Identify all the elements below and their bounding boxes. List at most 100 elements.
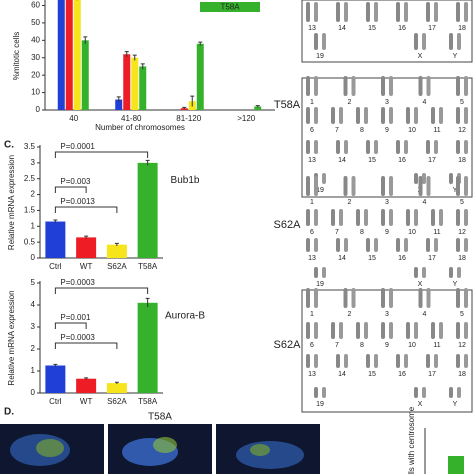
chromosome (414, 322, 418, 339)
chromosome-number: 13 (308, 157, 316, 164)
chromosome-number: 2 (348, 199, 352, 206)
chromosome (449, 173, 453, 184)
chromosome (322, 267, 326, 278)
error-bar (84, 235, 89, 239)
chromosome (389, 176, 393, 196)
chromosome (426, 2, 430, 22)
chromosome (344, 2, 348, 22)
error-bar (84, 377, 89, 380)
chromosome (351, 176, 356, 196)
chromosome (456, 322, 460, 339)
chromosome-number: 13 (308, 255, 316, 262)
karyotype-label: S62A (274, 219, 302, 231)
chromosome-number: 1 (310, 99, 314, 106)
error-bar (145, 297, 150, 308)
chromosome (439, 322, 443, 339)
error-bar (145, 159, 150, 166)
bar (448, 456, 464, 474)
chromosome (336, 354, 340, 368)
chromosome (414, 33, 418, 50)
bar (45, 365, 66, 393)
chromosome (306, 2, 310, 22)
chromosome (406, 322, 410, 339)
chromosome-number: 12 (458, 342, 466, 349)
chromosome (366, 354, 370, 368)
chromosome (434, 354, 438, 368)
chromosome (456, 140, 460, 154)
chromosome (314, 387, 318, 398)
chromosome-number: 2 (348, 311, 352, 318)
chromosome-number: 14 (338, 371, 346, 378)
chromosome-number: 9 (385, 127, 389, 134)
axis-label: cells with centrosome (407, 406, 416, 474)
y-tick-label: 5 (31, 278, 36, 287)
bracket (54, 342, 118, 349)
error-bar (198, 41, 203, 46)
bar (106, 244, 127, 258)
chromosome (322, 387, 326, 398)
chromosome-number: Y (453, 281, 458, 288)
y-tick-label: 0 (31, 253, 36, 262)
y-tick-label: 0.5 (24, 237, 36, 246)
chromosome (364, 322, 368, 339)
chromosome-number: 4 (423, 311, 427, 318)
chromosome-number: 10 (408, 229, 416, 236)
bar (137, 302, 158, 393)
chromosome-number: 1 (310, 199, 314, 206)
chromosome-number: 3 (385, 99, 389, 106)
chromosome-number: X (418, 281, 423, 288)
chromosome (356, 322, 360, 339)
y-tick-label: 50 (31, 18, 40, 27)
chromosome (314, 209, 318, 226)
chromosome-number: 10 (408, 127, 416, 134)
x-tick-label: S62A (107, 397, 127, 406)
chromosome-number: 16 (398, 371, 406, 378)
bracket (54, 287, 149, 294)
x-tick-label: 40 (69, 114, 78, 123)
x-tick-label: WT (80, 397, 93, 406)
chromosome-number: 18 (458, 255, 466, 262)
error-bar (182, 106, 187, 110)
error-bar (116, 96, 121, 103)
chromosome (306, 176, 310, 196)
chromosome-number: 15 (368, 371, 376, 378)
chromosome (422, 33, 426, 50)
karyotype-label: S62A (274, 339, 302, 351)
p-value: P=0.0001 (60, 142, 95, 151)
chromosome (344, 140, 348, 154)
chromosome (464, 107, 468, 124)
x-tick-label: T58A (138, 262, 158, 271)
chromosome (322, 173, 326, 184)
chromosome (314, 267, 318, 278)
axis-label: %mitotic cells (12, 32, 21, 80)
chromosome (381, 176, 385, 196)
bar (65, 0, 73, 111)
x-tick-label: S62A (107, 262, 127, 271)
chromosome-number: 8 (360, 127, 364, 134)
error-bar (83, 36, 88, 44)
chromosome (426, 176, 431, 196)
chromosome (364, 107, 368, 124)
p-value: P=0.0003 (60, 278, 95, 287)
p-value: P=0.0003 (60, 333, 95, 342)
y-tick-label: 3 (31, 158, 36, 167)
chromosome (314, 322, 318, 339)
chromosome (314, 354, 318, 368)
chromosome (381, 322, 385, 339)
chromosome-number: 17 (428, 371, 436, 378)
x-tick-label: Ctrl (49, 397, 62, 406)
annotation: Aurora-B (165, 311, 205, 322)
chromosome (439, 209, 443, 226)
bar (115, 99, 123, 110)
chromosome-number: 14 (338, 25, 346, 32)
chromosome (351, 288, 356, 308)
chromosome (314, 33, 318, 50)
chromosome (396, 238, 400, 252)
chromosome (389, 107, 393, 124)
chromosome (434, 2, 438, 22)
y-tick-label: 10 (31, 88, 40, 97)
chromosome (449, 267, 453, 278)
chromosome (374, 2, 378, 22)
bar (131, 57, 139, 110)
